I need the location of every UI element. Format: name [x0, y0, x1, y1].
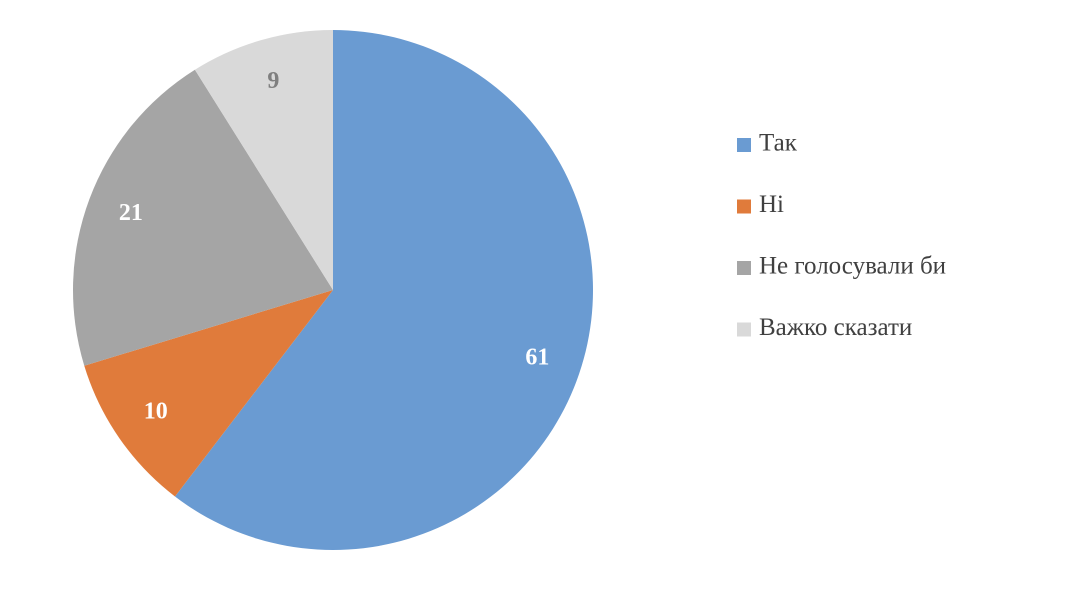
- data-label: 9: [267, 68, 279, 94]
- legend-label: Важко сказати: [759, 314, 912, 341]
- data-label: 21: [119, 200, 143, 226]
- pie-slice: [72, 69, 333, 366]
- legend-swatch: [737, 261, 751, 275]
- legend-label: Ні: [759, 191, 784, 218]
- data-label: 10: [144, 399, 168, 425]
- legend-swatch: [737, 199, 751, 214]
- legend-swatch: [737, 322, 751, 337]
- legend-label: Не голосували би: [759, 253, 946, 280]
- pie-slice: [84, 290, 334, 497]
- pie-slice: [194, 30, 333, 290]
- legend-label: Так: [759, 130, 798, 157]
- pie-slice: [174, 30, 593, 550]
- legend-swatch: [737, 138, 751, 152]
- data-label: 61: [525, 345, 549, 371]
